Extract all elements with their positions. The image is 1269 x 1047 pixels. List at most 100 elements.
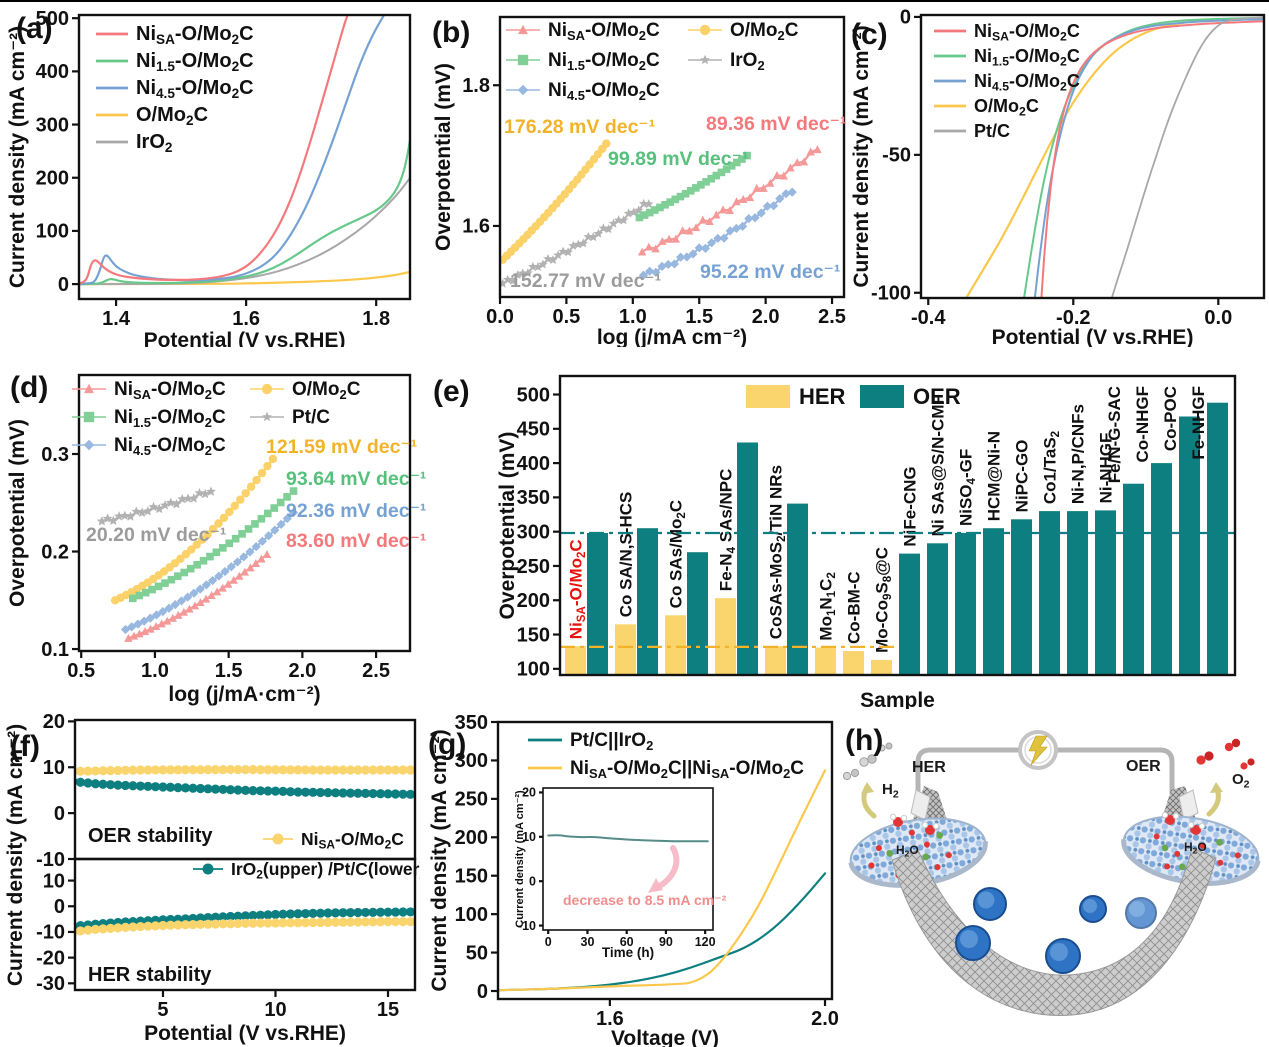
bar [665, 615, 686, 675]
y-tick-label: 150 [517, 624, 550, 646]
bar [715, 598, 736, 675]
marker [154, 582, 163, 591]
annotation: 121.59 mV dec⁻¹ [266, 436, 417, 458]
marker [323, 765, 333, 775]
marker [651, 244, 660, 253]
marker [255, 765, 266, 775]
marker [762, 201, 773, 211]
y-tick-label: 200 [517, 590, 550, 612]
marker [681, 189, 690, 198]
marker [180, 765, 191, 775]
marker [671, 234, 681, 243]
legend-label: NiSA-O/Mo2C [114, 379, 226, 402]
marker [678, 226, 687, 235]
graphene-mesh [891, 847, 1217, 1016]
marker [645, 266, 655, 276]
marker [538, 259, 548, 269]
panel-her-lsv: (c) -0.4 -0.2 0.0 0 -50 -100 Potential (V vs.R… [848, 2, 1269, 347]
marker [338, 788, 348, 798]
legend: NiSA-O/Mo2C Ni1.5-O/Mo2C Ni4.5-O/Mo2C O/Mo2… [506, 20, 799, 103]
marker [113, 923, 123, 933]
marker [232, 557, 243, 567]
marker [383, 789, 393, 799]
marker [315, 917, 326, 928]
marker [161, 579, 169, 587]
marker [323, 788, 333, 798]
marker [105, 766, 116, 776]
plot-box [496, 720, 834, 1001]
marker [165, 920, 176, 930]
marker [240, 765, 251, 775]
marker [270, 504, 279, 512]
marker [233, 764, 243, 775]
marker [180, 920, 191, 930]
y-tick-label: -20 [36, 947, 65, 969]
marker [293, 918, 303, 928]
panel-schematic: (h) [840, 702, 1269, 1047]
overpotential-comparison: NiSA-O/Mo2C Co SA/N,S-HCS Co SAs/Mo2C Fe-N4… [496, 374, 1237, 709]
marker [168, 613, 177, 622]
marker [656, 203, 664, 212]
marker [251, 559, 261, 567]
marker [360, 907, 371, 918]
marker [517, 84, 529, 96]
marker [268, 454, 278, 464]
marker [738, 221, 748, 231]
y-tick-label: -50 [882, 145, 911, 167]
marker [712, 210, 721, 219]
marker [212, 587, 222, 596]
legend-item: IrO2 [96, 131, 173, 155]
series [79, 270, 410, 286]
marker [338, 908, 348, 918]
nanoparticle [1045, 938, 1081, 974]
marker [231, 534, 240, 543]
legend-swatch-rect [746, 385, 790, 408]
marker [158, 920, 168, 931]
marker [533, 262, 543, 271]
marker [171, 499, 182, 509]
bar-label: NiFe-CNG [901, 466, 920, 546]
panel-her-tafel: (d) 0.5 1.0 1.5 2.0 2.5 0.1 0.2 0.3 log (j/mA·cm… [0, 347, 432, 709]
marker [666, 198, 674, 206]
marker [345, 907, 356, 918]
marker [196, 598, 205, 607]
bar [787, 503, 808, 675]
bar [637, 528, 658, 675]
legend-label: O/Mo2C [974, 96, 1039, 119]
marker [405, 765, 415, 775]
marker [651, 267, 661, 277]
marker [640, 211, 649, 219]
y-tick-label: 200 [36, 168, 69, 190]
marker [165, 497, 176, 507]
water-splitting-schematic: HER OER H2 O2 H2O H2O [842, 730, 1261, 1016]
marker [725, 226, 735, 236]
marker [702, 178, 710, 186]
marker [293, 765, 303, 775]
x-tick-label: 5 [157, 999, 168, 1021]
marker [293, 909, 303, 919]
marker [195, 919, 206, 930]
marker [105, 923, 116, 933]
legend-label: O/Mo2C [730, 20, 799, 43]
marker [105, 780, 116, 790]
legend: NiSA-O/Mo2C Ni1.5-O/Mo2C Ni4.5-O/Mo2C O/Mo2… [72, 379, 361, 458]
marker [214, 519, 223, 528]
marker [114, 511, 124, 521]
legend-label: Ni1.5-O/Mo2C [974, 46, 1080, 69]
marker [189, 588, 199, 598]
marker [223, 579, 233, 588]
decrease-arrowhead [648, 878, 663, 893]
legend-item: Ni1.5-O/Mo2C [72, 407, 226, 430]
y-axis-label: Current density (mA cm⁻²) [428, 729, 451, 991]
marker [146, 624, 155, 633]
marker [644, 242, 654, 251]
dopant-atoms-left [868, 829, 952, 879]
oer-stability: 20 10 0 -10 Current density (mA cm⁻²) [4, 711, 417, 986]
marker [90, 779, 101, 789]
marker [225, 785, 236, 795]
y-tick-label: 10 [43, 757, 65, 779]
series [547, 834, 709, 843]
legend-item: Ni4.5-O/Mo2C [96, 77, 254, 101]
her-tafel: 0.5 1.0 1.5 2.0 2.5 0.1 0.2 0.3 log (j/mA·cm⁻²) O… [6, 373, 412, 706]
marker [300, 918, 311, 928]
